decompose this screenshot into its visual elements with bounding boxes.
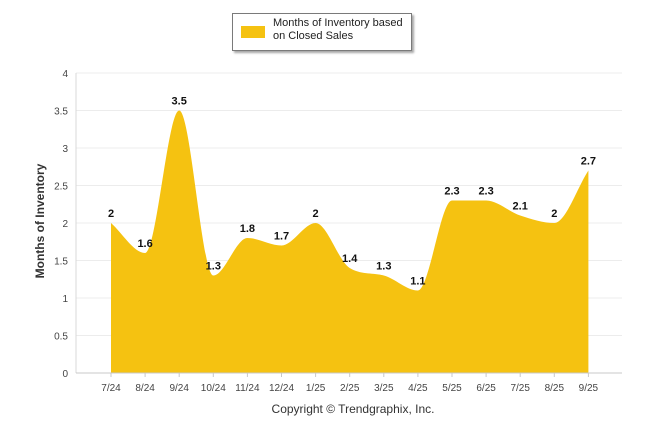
x-tick-label: 8/24	[135, 383, 155, 394]
data-label: 1.7	[274, 231, 289, 243]
legend[interactable]: Months of Inventory based on Closed Sale…	[232, 13, 412, 51]
data-label: 2.3	[478, 186, 493, 198]
y-tick-label: 3.5	[54, 107, 68, 118]
data-label: 1.8	[240, 223, 255, 235]
legend-label: Months of Inventory based on Closed Sale…	[273, 17, 403, 42]
data-label: 2.3	[444, 186, 459, 198]
y-axis-ticks: 0 0.5 1 1.5 2 2.5 3 3.5 4	[54, 69, 68, 380]
x-tick-label: 4/25	[408, 383, 428, 394]
y-tick-label: 1	[62, 294, 68, 305]
y-tick-label: 1.5	[54, 257, 68, 268]
data-label: 2	[551, 208, 557, 220]
x-tick-label: 12/24	[269, 383, 294, 394]
x-tick-label: 3/25	[374, 383, 394, 394]
y-axis-title: Months of Inventory	[33, 163, 47, 279]
x-tick-label: 6/25	[476, 383, 496, 394]
x-tick-label: 8/25	[545, 383, 565, 394]
x-tick-label: 11/24	[235, 383, 260, 394]
y-tick-label: 2.5	[54, 182, 68, 193]
y-tick-label: 0.5	[54, 332, 68, 343]
y-tick-label: 2	[62, 219, 68, 230]
y-tick-label: 0	[62, 369, 68, 380]
legend-swatch	[241, 26, 265, 38]
data-labels: 2 1.6 3.5 1.3 1.8 1.7 2 1.4 1.3 1.1 2.3 2.3 2.1 2 2.7	[108, 96, 596, 288]
data-label: 3.5	[172, 96, 187, 108]
data-label: 1.6	[137, 238, 152, 250]
data-label: 2.7	[581, 156, 596, 168]
x-tick-label: 10/24	[201, 383, 226, 394]
x-tick-label: 1/25	[306, 383, 326, 394]
data-label: 1.4	[342, 253, 358, 265]
y-tick-label: 3	[62, 144, 68, 155]
data-label: 1.1	[410, 276, 425, 288]
x-tick-label: 7/24	[101, 383, 121, 394]
copyright-text: Copyright © Trendgraphix, Inc.	[271, 402, 435, 416]
data-label: 2.1	[513, 201, 528, 213]
data-label: 1.3	[376, 261, 391, 273]
area-series	[110, 110, 589, 373]
x-tick-label: 5/25	[442, 383, 462, 394]
data-label: 1.3	[206, 261, 221, 273]
data-label: 2	[313, 208, 319, 220]
y-tick-label: 4	[62, 69, 68, 80]
x-tick-label: 2/25	[340, 383, 360, 394]
x-tick-label: 9/24	[169, 383, 189, 394]
x-tick-label: 7/25	[510, 383, 530, 394]
area-fill	[111, 110, 589, 373]
data-label: 2	[108, 208, 114, 220]
x-axis: 7/24 8/24 9/24 10/24 11/24 12/24 1/25 2/25 3/25 4…	[76, 372, 622, 394]
x-tick-label: 9/25	[579, 383, 599, 394]
